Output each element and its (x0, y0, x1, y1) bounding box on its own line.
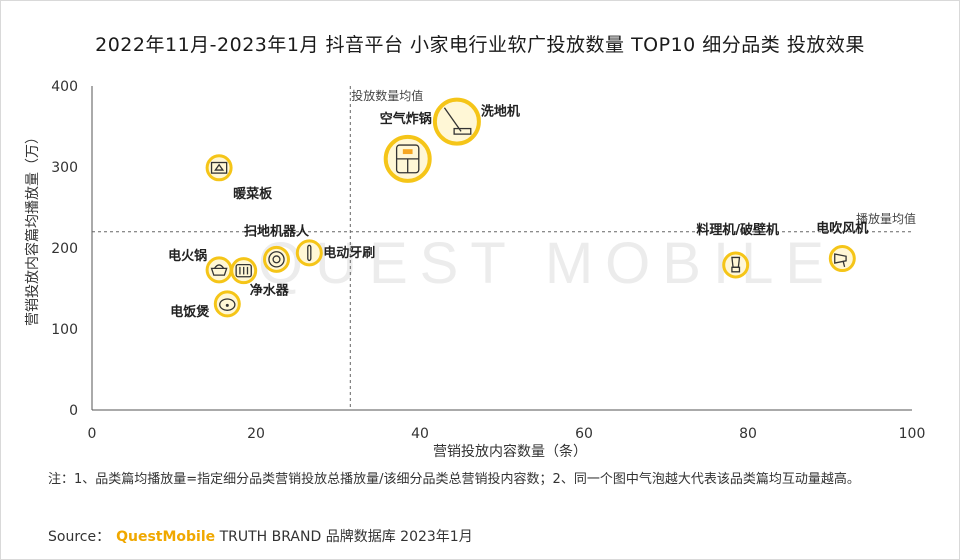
blender-icon (731, 256, 741, 273)
blender-base (731, 266, 741, 273)
robot-vacuum-center (272, 255, 281, 264)
data-point: 电饭煲 (170, 290, 241, 320)
tray-mark (214, 163, 225, 171)
electric-hotpot-icon (210, 264, 228, 276)
x-tick-label: 0 (88, 426, 97, 442)
x-tick-label: 80 (739, 426, 757, 442)
data-label: 净水器 (250, 283, 290, 299)
data-label: 空气炸锅 (380, 111, 432, 127)
hair-dryer-icon (834, 253, 847, 268)
y-tick-label: 100 (51, 322, 78, 338)
data-label: 电饭煲 (170, 304, 210, 320)
scrubber-head (453, 127, 472, 135)
electric-toothbrush-icon (307, 244, 312, 262)
y-tick-label: 0 (69, 403, 78, 419)
data-point: 料理机/破壁机 (696, 222, 779, 279)
watermark: QUEST MOBILE (258, 231, 836, 296)
chart-title: 2022年11月-2023年1月 抖音平台 小家电行业软广投放数量 TOP10 … (95, 34, 865, 56)
hotpot-lid (214, 264, 225, 269)
footnote: 注：1、品类篇均播放量=指定细分品类营销投放总播放量/该细分品类总营销投内容数；… (48, 472, 860, 487)
data-label: 电火锅 (168, 248, 207, 264)
toothbrush-handle (307, 244, 312, 262)
y-mean-label: 播放量均值 (856, 211, 916, 226)
source-suffix: TRUTH BRAND 品牌数据库 2023年1月 (215, 529, 473, 545)
rice-cooker-icon (219, 298, 236, 311)
data-point: 暖菜板 (205, 154, 273, 202)
data-bubble (295, 239, 323, 267)
data-point: 扫地机器人 (244, 223, 310, 273)
data-label: 扫地机器人 (244, 223, 310, 239)
data-label: 电动牙刷 (323, 245, 375, 261)
hotpot-body (210, 267, 228, 276)
rice-cooker-button (225, 303, 229, 307)
y-tick-label: 300 (51, 160, 78, 176)
x-mean-label: 投放数量均值 (351, 88, 423, 103)
air-fryer-panel (402, 149, 413, 155)
data-point: 空气炸锅 (380, 111, 432, 183)
source-line: Source： QuestMobile TRUTH BRAND 品牌数据库 202… (48, 526, 473, 546)
y-tick-label: 400 (51, 79, 78, 95)
data-label: 洗地机 (481, 104, 520, 120)
data-label: 电吹风机 (816, 221, 868, 237)
x-tick-label: 60 (575, 426, 593, 442)
purifier-body (235, 263, 252, 278)
scrubber-handle (443, 107, 462, 132)
robot-vacuum-icon (268, 251, 285, 268)
data-point: 洗地机 (432, 97, 520, 146)
floor-scrubber-icon (443, 107, 472, 135)
x-axis-title: 营销投放内容数量（条） (433, 443, 587, 460)
data-label: 暖菜板 (233, 186, 273, 202)
x-tick-label: 100 (899, 426, 926, 442)
data-bubble (828, 245, 856, 273)
y-tick-label: 200 (51, 241, 78, 257)
data-bubble (432, 97, 481, 146)
hair-dryer-handle (842, 260, 846, 268)
water-purifier-icon (235, 263, 252, 278)
y-axis-title: 营销投放内容篇均播放量（万） (24, 130, 41, 326)
robot-vacuum-body (268, 251, 285, 268)
rice-cooker-body (219, 298, 236, 311)
hair-dryer-body (834, 253, 847, 264)
data-bubble (263, 245, 290, 273)
source-prefix: Source： (48, 529, 111, 545)
data-point: 电吹风机 (816, 221, 868, 273)
data-bubble (205, 256, 233, 284)
source-brand: QuestMobile (116, 529, 216, 545)
warming-tray-icon (210, 161, 228, 174)
data-label: 料理机/破壁机 (696, 222, 779, 238)
air-fryer-icon (395, 144, 420, 174)
tray-body (210, 161, 228, 174)
x-tick-label: 40 (411, 426, 429, 442)
x-tick-label: 20 (247, 426, 265, 442)
data-point: 净水器 (230, 257, 290, 299)
data-point: 电动牙刷 (295, 239, 375, 267)
axes: 0 20 40 60 80 100 0 100 200 300 400 营销投放内容数量（条） 营销投放… (24, 79, 925, 460)
data-point: 电火锅 (168, 248, 233, 284)
data-bubble (722, 251, 750, 279)
data-bubble (205, 154, 233, 182)
